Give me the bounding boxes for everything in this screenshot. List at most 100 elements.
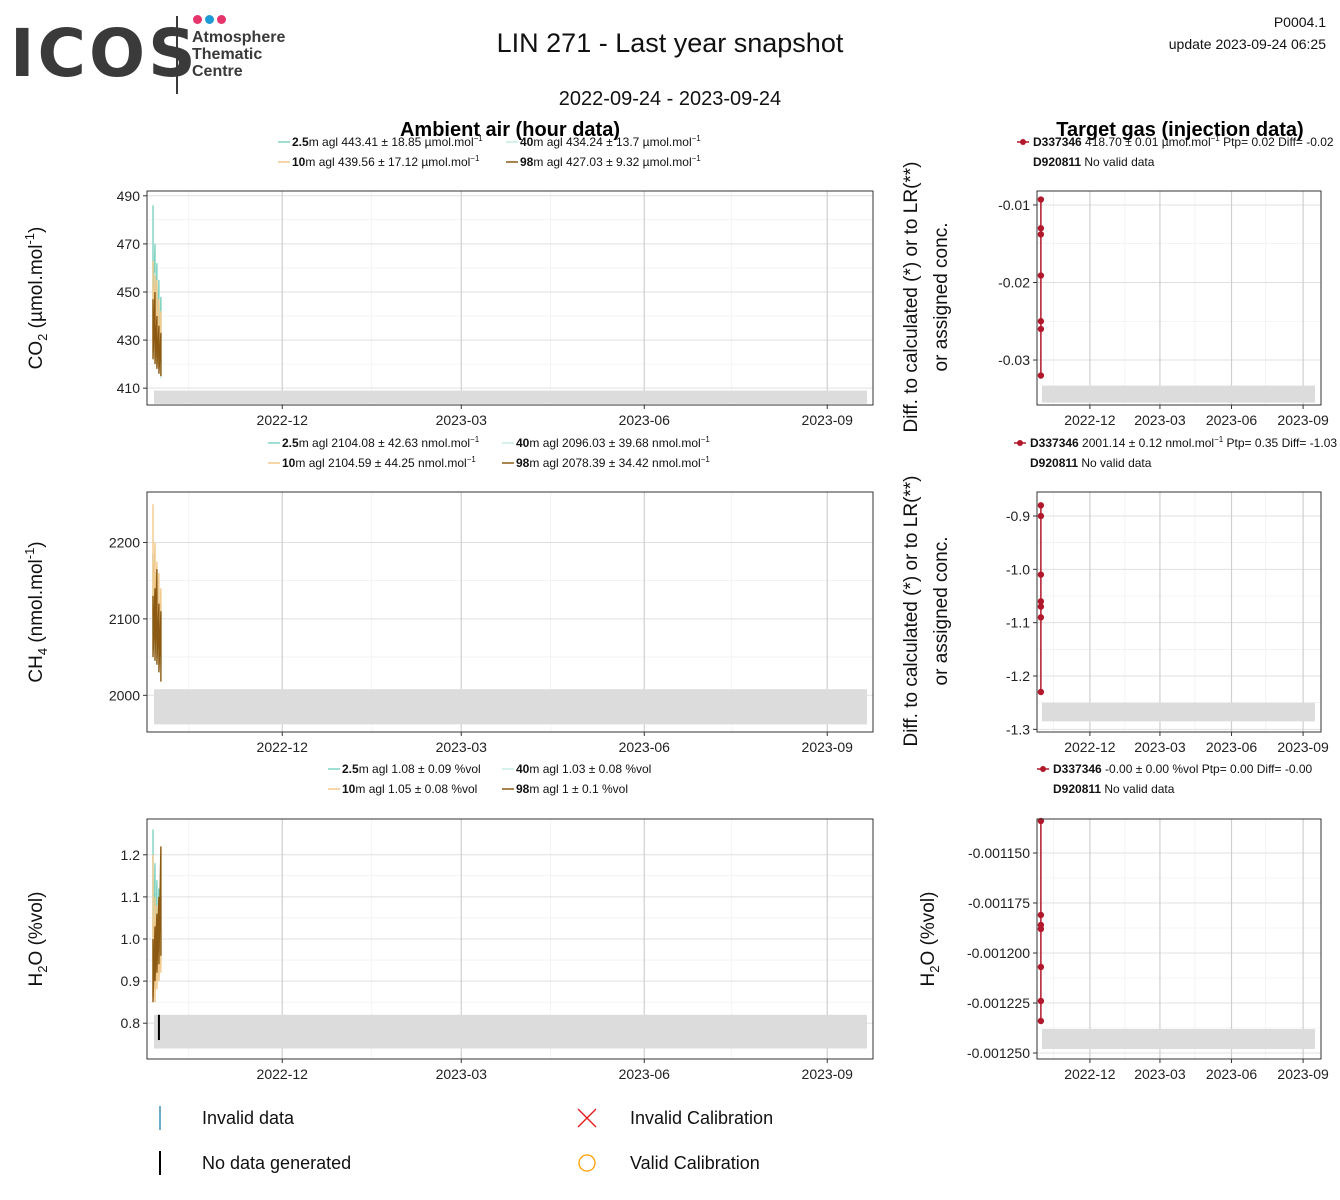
cross-icon (577, 1108, 597, 1128)
plot-area (1037, 819, 1321, 1059)
x-tick-label: 2023-06 (619, 739, 671, 755)
plot-area (1037, 492, 1321, 732)
legend-entry: 98m agl 427.03 ± 9.32 µmol.mol−1 (520, 154, 701, 169)
legend-entry: D920811 No valid data (1053, 782, 1175, 796)
target-point (1037, 603, 1045, 610)
target-point (1037, 997, 1045, 1005)
y-tick-label: 450 (117, 284, 141, 300)
target-co2-axis-label: Diff. to calculated (*) or to LR(**) or a… (901, 161, 952, 432)
x-tick-label: 2023-09 (1277, 412, 1329, 428)
legend-entry: 40m agl 2096.03 ± 39.68 nmol.mol−1 (516, 435, 710, 450)
legend-entry: 40m agl 1.03 ± 0.08 %vol (516, 762, 651, 776)
target-point (1037, 614, 1045, 621)
logo-dot-icon (205, 15, 214, 24)
diff-axis-label-line: Diff. to calculated (*) or to LR(**) (901, 475, 922, 746)
target-point (1037, 272, 1045, 279)
logo-divider (176, 16, 178, 94)
reference-band (1042, 1029, 1315, 1049)
target-point (1037, 1017, 1045, 1025)
target-point (1037, 372, 1045, 379)
target-point (1037, 911, 1045, 919)
plot-frame (146, 491, 874, 733)
circle-icon (578, 1154, 596, 1172)
legend-entry: 10m agl 2104.59 ± 44.25 nmol.mol−1 (282, 455, 476, 470)
x-tick-label: 2022-12 (257, 739, 309, 755)
x-tick-label: 2023-09 (1277, 1066, 1329, 1082)
plot-area (1037, 191, 1321, 405)
ch4-axis-label: CH4 (nmol.mol-1) (22, 541, 50, 682)
plot-frame (1036, 190, 1322, 406)
page-title: LIN 271 - Last year snapshot (496, 28, 844, 58)
target-point (1037, 196, 1045, 203)
y-tick-label: -0.001150 (968, 845, 1030, 861)
target-h2o-axis-label: H2O (%vol) (918, 892, 942, 987)
legend-entry: D920811 No valid data (1030, 456, 1152, 470)
y-tick-label: -0.001225 (967, 995, 1030, 1011)
invalid-data-icon (159, 1106, 161, 1130)
plot-frame (1036, 491, 1322, 733)
target-point (1037, 318, 1045, 325)
x-tick-label: 2023-03 (436, 412, 488, 428)
legend-entry: 10m agl 1.05 ± 0.08 %vol (342, 782, 477, 796)
legend-no-data: No data generated (150, 1149, 351, 1177)
x-tick-label: 2023-03 (1134, 739, 1186, 755)
x-tick-label: 2023-09 (802, 412, 854, 428)
legend-label: Invalid data (202, 1107, 295, 1128)
target-point (1037, 502, 1045, 509)
legend-label: Invalid Calibration (630, 1107, 774, 1128)
x-tick-label: 2023-06 (619, 412, 671, 428)
x-tick-label: 2023-09 (802, 1066, 854, 1082)
y-tick-label: 410 (117, 380, 141, 396)
legend-entry: D337346 418.70 ± 0.01 µmol.mol−1 Ptp= 0.… (1033, 134, 1334, 149)
logo-line: Centre (192, 63, 243, 80)
x-tick-label: 2022-12 (1064, 739, 1116, 755)
y-tick-label: -0.001175 (968, 895, 1030, 911)
legend-label: No data generated (202, 1152, 352, 1173)
y-tick-label: -1.0 (1006, 561, 1030, 577)
x-tick-label: 2023-06 (1206, 412, 1258, 428)
y-tick-label: 470 (117, 236, 141, 252)
y-tick-label: -0.001200 (967, 945, 1030, 961)
reference-band (154, 689, 867, 725)
logo-dot-icon (193, 15, 202, 24)
diff-axis-label-line: or assigned conc. (931, 223, 952, 372)
target-point (1037, 598, 1045, 605)
y-tick-label: 0.9 (121, 973, 141, 989)
target-point (1037, 225, 1045, 232)
target-point (1037, 231, 1045, 238)
logo-text: Atmosphere Thematic Centre (192, 29, 285, 80)
co2-axis-label: CO2 (µmol.mol-1) (22, 227, 50, 370)
x-tick-label: 2023-09 (1277, 739, 1329, 755)
plot-frame (146, 818, 874, 1060)
y-tick-label: 2100 (109, 611, 140, 627)
legend-entry: 98m agl 2078.39 ± 34.42 nmol.mol−1 (516, 455, 710, 470)
y-tick-label: 1.2 (121, 847, 141, 863)
legend-entry: 98m agl 1 ± 0.1 %vol (516, 782, 628, 796)
x-tick-label: 2023-03 (436, 1066, 488, 1082)
legend-key-point (1017, 440, 1023, 446)
logo-dot-icon (217, 15, 226, 24)
x-tick-label: 2023-03 (1134, 412, 1186, 428)
target-point (1037, 325, 1045, 333)
plot-area (147, 191, 873, 405)
y-tick-label: -0.9 (1006, 508, 1030, 524)
y-tick-label: -0.02 (998, 274, 1030, 290)
h2o-axis-label: H2O (%vol) (26, 892, 50, 987)
series-line-98m (152, 569, 162, 682)
legend-key-point (1040, 766, 1046, 772)
legend-valid-calibration: Valid Calibration (576, 1149, 760, 1177)
legend-entry: 2.5m agl 1.08 ± 0.09 %vol (342, 762, 481, 776)
charts-canvas: Ambient air (hour data) Target gas (inje… (22, 119, 1337, 1082)
logo-line: Thematic (192, 46, 263, 63)
target-column-title: Target gas (injection data) (1056, 119, 1303, 141)
legend-label: Valid Calibration (630, 1152, 760, 1173)
legend-key-point (1020, 139, 1026, 145)
x-tick-label: 2022-12 (257, 412, 309, 428)
reference-band (1042, 385, 1315, 403)
target-point (1037, 688, 1045, 696)
plot-frame (146, 190, 874, 406)
x-tick-label: 2023-03 (436, 739, 488, 755)
target-point (1037, 512, 1045, 520)
y-tick-label: -0.01 (998, 197, 1030, 213)
x-tick-label: 2023-06 (1206, 1066, 1258, 1082)
